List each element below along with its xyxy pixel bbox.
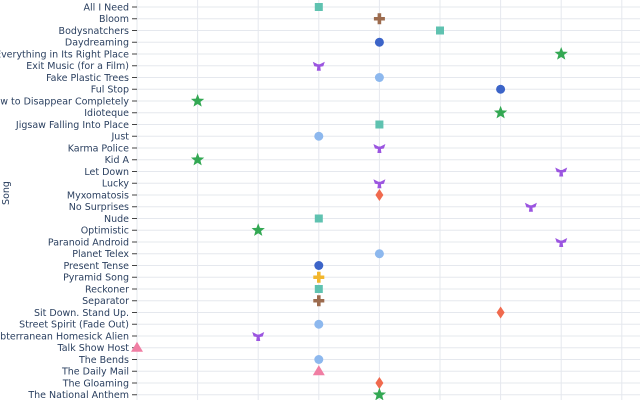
y-tick-label: Fake Plastic Trees (46, 73, 129, 84)
y-tick-label: Everything in Its Right Place (0, 49, 129, 60)
y-tick-label: Lucky (102, 179, 130, 190)
data-point (314, 261, 324, 270)
y-tick-label: The Bends (78, 355, 129, 366)
y-tick-label: Ful Stop (91, 85, 129, 96)
y-tick-label: Exit Music (for a Film) (26, 61, 129, 72)
data-point (493, 105, 508, 119)
y-tick-label: Optimistic (81, 226, 129, 237)
data-point (314, 285, 323, 293)
data-point (554, 47, 568, 60)
data-point (190, 152, 205, 166)
data-point (312, 61, 325, 71)
data-point (190, 94, 205, 107)
y-tick-label: Jigsaw Falling Into Place (15, 120, 129, 131)
y-tick-label: Subterranean Homesick Alien (0, 331, 129, 342)
y-tick-label: No Surprises (69, 202, 129, 213)
data-point (436, 26, 444, 35)
data-point (496, 84, 506, 94)
data-point (555, 167, 568, 177)
data-point (496, 306, 505, 319)
data-point (314, 214, 323, 223)
y-tick-label: All I Need (84, 2, 129, 13)
data-point (314, 355, 324, 364)
y-tick-label: The National Anthem (27, 390, 129, 400)
data-point (374, 37, 384, 47)
y-tick-label: Daydreaming (65, 38, 129, 49)
y-tick-label: Present Tense (63, 261, 129, 272)
y-tick-label: Talk Show Host (57, 343, 130, 354)
data-point (313, 295, 325, 307)
y-tick-label: Pyramid Song (63, 273, 129, 284)
y-tick-label: Bloom (99, 14, 129, 25)
y-tick-label: Reckoner (85, 284, 129, 295)
y-tick-label: Karma Police (68, 143, 129, 154)
data-point (251, 223, 265, 236)
data-point (314, 3, 323, 11)
y-tick-label: Idioteque (84, 108, 129, 119)
data-point (312, 365, 325, 376)
y-tick-label: Street Spirit (Fade Out) (19, 320, 129, 331)
y-tick-label: Planet Telex (72, 249, 129, 260)
y-tick-label: Sit Down. Stand Up. (34, 308, 129, 319)
data-point (314, 319, 324, 329)
y-axis-title: Song (1, 181, 12, 205)
data-point (524, 202, 537, 212)
y-tick-label: Separator (82, 296, 129, 307)
y-tick-label: The Gloaming (62, 378, 129, 389)
y-tick-label: How to Disappear Completely (0, 96, 129, 107)
data-point (373, 13, 385, 25)
data-point (372, 387, 387, 400)
data-point (375, 120, 384, 129)
data-point (555, 238, 568, 247)
y-tick-label: Bodysnatchers (59, 26, 129, 37)
y-axis: All I NeedBloomBodysnatchersDaydreamingE… (0, 2, 137, 400)
data-point (374, 73, 384, 82)
data-point (375, 189, 384, 201)
gridlines (136, 0, 640, 400)
data-point (374, 249, 384, 259)
y-tick-label: Let Down (84, 167, 129, 178)
data-point (375, 377, 384, 389)
data-point (131, 341, 143, 352)
data-point (314, 131, 324, 141)
y-tick-label: Paranoid Android (48, 237, 129, 248)
data-point (373, 179, 386, 189)
data-point (313, 271, 325, 283)
y-tick-label: Just (111, 132, 130, 143)
y-tick-label: The Daily Mail (61, 367, 129, 378)
y-tick-label: Kid A (105, 155, 130, 166)
data-point (373, 144, 386, 153)
y-tick-label: Myxomatosis (67, 190, 129, 201)
y-tick-label: Nude (104, 214, 129, 225)
data-points (131, 3, 568, 400)
data-point (252, 332, 265, 341)
